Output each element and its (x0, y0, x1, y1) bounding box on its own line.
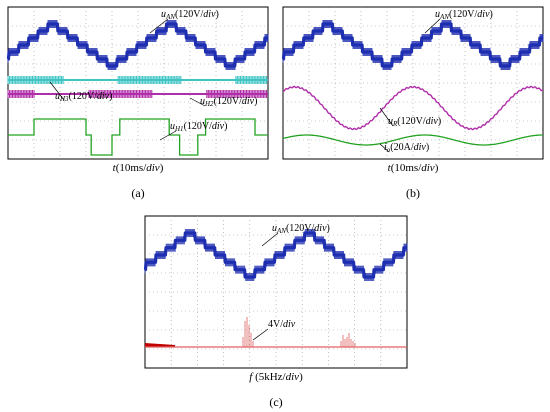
panel-b-ur-sym: u (388, 116, 393, 127)
label-leader (149, 18, 169, 34)
panel-a-x-sym: t (113, 162, 117, 174)
panel-c-grid (145, 216, 407, 368)
panel-a-uh2-sym: u (200, 96, 205, 107)
panel-b-x-unit: (10ms/ (391, 162, 423, 174)
panel-c-x-unit: (5kHz/ (252, 371, 286, 383)
panel-c-spec-unit: 4V/ (268, 319, 283, 330)
panel-b-uan-div: div (477, 9, 490, 20)
label-leader (49, 81, 65, 101)
panel-a-uh3-sub: H3 (59, 95, 69, 103)
panel-a-uh2-div: div (242, 96, 255, 107)
panel-a-caption: (a) (131, 186, 144, 200)
panel-c-uan-close: ) (327, 223, 330, 234)
panel-a-uan-div: div (203, 9, 216, 20)
panel-a: uAN(120V/div) uH3(120V/div) uH2(120V/div… (6, 6, 270, 200)
panel-b-ur-unit: (120V/ (397, 116, 426, 127)
panel-a-uh2-unit: (120V/ (214, 96, 243, 107)
panel-c-x-close: ) (299, 371, 303, 383)
trace-ur (282, 85, 544, 131)
panel-b-x-close: ) (435, 162, 439, 174)
panel-a-label-uh1: uH1(120V/div) (170, 121, 227, 133)
panel-b-uan-sub: AN (439, 13, 449, 21)
panel-b-io-unit: (20A/ (390, 142, 414, 153)
label-leader (252, 328, 269, 341)
panel-b-ur-close: ) (438, 116, 441, 127)
trace-uh1 (8, 118, 268, 156)
label-leader (261, 232, 279, 247)
panel-c-label-uan: uAN(120V/div) (272, 223, 330, 235)
panel-c-traces (143, 229, 409, 348)
panel-c-label-spec: 4V/div (268, 319, 296, 330)
panel-c-x-div: div (286, 371, 300, 383)
panel-a-x-close: ) (160, 162, 164, 174)
panel-b-ur-div: div (426, 116, 439, 127)
panel-b-traces (281, 20, 545, 146)
panel-a-uh3-sym: u (55, 91, 60, 102)
panel-a-label-uan: uAN(120V/div) (161, 9, 219, 21)
label-leader (189, 97, 206, 107)
panel-a-x-unit: (10ms/ (116, 162, 148, 174)
label-leader (159, 130, 177, 141)
panel-a-uh1-sym: u (170, 121, 175, 132)
panel-b-uan-sym: u (435, 9, 440, 20)
panel-a-uh2-sub: H2 (204, 100, 214, 108)
panel-c-caption: (c) (269, 395, 282, 409)
label-leader (424, 18, 441, 34)
panel-c-uan-sub: AN (276, 227, 286, 235)
panel-b-x-sym: t (388, 162, 392, 174)
panel-a-uh1-sub: H1 (174, 125, 184, 133)
panel-a-uh3-unit: (120V/ (69, 91, 98, 102)
panel-c-uan-div: div (314, 223, 327, 234)
panel-b-io-div: div (414, 142, 427, 153)
panel-a-uan-unit: (120V/ (175, 9, 204, 20)
panel-b-label-ur: uR(120V/div) (388, 116, 441, 128)
panel-a-traces (6, 20, 270, 156)
spectrum-fundamental (145, 343, 175, 347)
leader-lines (49, 18, 441, 341)
panel-a-uh1-div: div (212, 121, 225, 132)
panel-b-io-close: ) (426, 142, 429, 153)
panel-b-uan-unit: (120V/ (449, 9, 478, 20)
panel-b-caption: (b) (406, 186, 420, 200)
panel-c-xlabel: f (5kHz/div) (249, 371, 303, 383)
panel-c-uan-unit: (120V/ (286, 223, 315, 234)
panel-b-label-uan: uAN(120V/div) (435, 9, 493, 21)
label-leader (379, 143, 390, 153)
panel-c: uAN(120V/div) 4V/div f (5kHz/div) (c) (143, 215, 409, 409)
panel-a-label-uh3: uH3(120V/div) (55, 91, 112, 103)
label-leader (379, 107, 394, 127)
panel-a-x-div: div (146, 162, 160, 174)
panel-a-xlabel: t(10ms/div) (113, 162, 164, 174)
panel-b-x-div: div (421, 162, 435, 174)
panel-b-io-sym: i (384, 142, 387, 153)
trace-io (282, 134, 543, 146)
panel-a-uh1-close: ) (224, 121, 227, 132)
panel-a-uan-close: ) (216, 9, 219, 20)
panel-b-io-sub: o (387, 146, 391, 154)
panel-a-uh3-close: ) (109, 91, 112, 102)
panel-a-uh1-unit: (120V/ (184, 121, 213, 132)
panel-b-label-io: io(20A/div) (384, 142, 429, 154)
panel-c-spec-div: div (283, 319, 296, 330)
panel-a-label-uh2: uH2(120V/div) (200, 96, 257, 108)
panel-a-uan-sym: u (161, 9, 166, 20)
panel-b-ur-sub: R (392, 120, 398, 128)
panel-c-x-sym: f (249, 371, 254, 383)
panel-b-uan-close: ) (490, 9, 493, 20)
panel-b: uAN(120V/div) uR(120V/div) io(20A/div) t… (281, 6, 545, 200)
panel-b-xlabel: t(10ms/div) (388, 162, 439, 174)
panel-c-uan-sym: u (272, 223, 277, 234)
panel-a-uh3-div: div (97, 91, 110, 102)
panel-a-uan-sub: AN (165, 13, 175, 21)
panel-a-uh2-close: ) (254, 96, 257, 107)
